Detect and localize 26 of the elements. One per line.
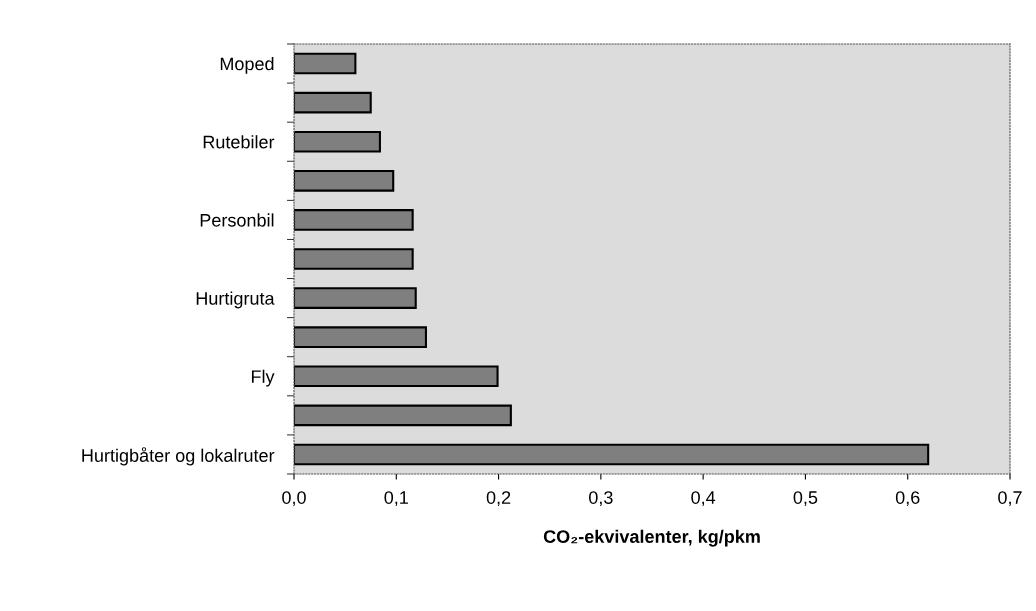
bar bbox=[294, 170, 395, 192]
x-axis-title: CO₂-ekvivalenter, kg/pkm bbox=[543, 529, 760, 547]
x-tick-label: 0,5 bbox=[793, 491, 818, 507]
x-tick-label: 0,6 bbox=[895, 491, 920, 507]
bar bbox=[294, 365, 499, 388]
bar bbox=[294, 404, 512, 427]
y-tick-label: Fly bbox=[251, 369, 275, 387]
bar bbox=[294, 91, 372, 114]
bar bbox=[294, 443, 930, 466]
bar bbox=[294, 287, 417, 309]
bar bbox=[294, 326, 427, 348]
y-tick-label: Hurtigbåter og lokalruter bbox=[82, 447, 275, 466]
y-tick-label: Hurtigruta bbox=[196, 291, 275, 309]
bar bbox=[294, 130, 381, 153]
x-tick-label: 0,0 bbox=[282, 491, 306, 507]
x-tick-label: 0,1 bbox=[384, 491, 408, 507]
y-tick-label: Moped bbox=[220, 57, 274, 74]
x-tick-label: 0,2 bbox=[486, 491, 511, 507]
y-tick-label: Personbil bbox=[200, 213, 274, 227]
bar bbox=[294, 52, 357, 75]
y-tick-label: Rutebiler bbox=[203, 135, 275, 149]
bar bbox=[294, 209, 414, 231]
x-tick-label: 0,4 bbox=[691, 491, 716, 507]
x-tick-label: 0,7 bbox=[998, 491, 1022, 507]
x-tick-label: 0,3 bbox=[589, 491, 613, 507]
bar bbox=[294, 248, 414, 270]
